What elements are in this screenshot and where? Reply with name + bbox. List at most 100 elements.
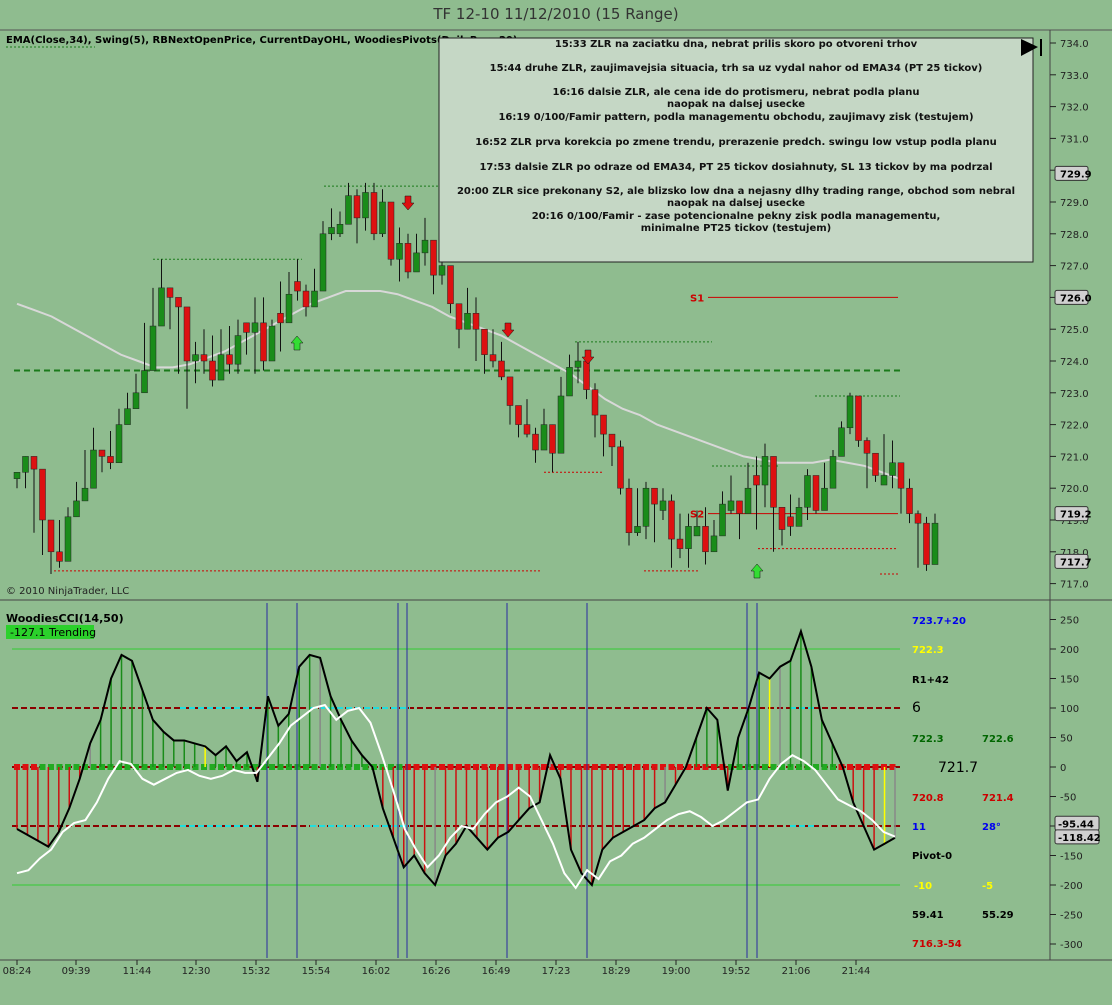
candle[interactable] <box>183 306 191 409</box>
candle[interactable] <box>906 478 913 524</box>
candle[interactable] <box>668 494 675 568</box>
candle[interactable] <box>693 510 701 537</box>
candle[interactable] <box>243 322 250 355</box>
candle[interactable] <box>736 500 743 540</box>
candle[interactable] <box>914 510 922 568</box>
candle[interactable] <box>30 456 38 533</box>
candle[interactable] <box>166 287 174 330</box>
candle[interactable] <box>634 488 641 536</box>
candle[interactable] <box>855 395 862 447</box>
candle[interactable] <box>404 233 412 279</box>
candle[interactable] <box>600 414 607 457</box>
candle[interactable] <box>872 452 879 482</box>
candle[interactable] <box>81 450 89 502</box>
candle[interactable] <box>226 326 233 374</box>
candle[interactable] <box>659 488 667 520</box>
candle[interactable] <box>353 189 361 244</box>
candle[interactable] <box>217 329 225 381</box>
candle[interactable] <box>107 430 114 470</box>
candle[interactable] <box>430 239 437 295</box>
candle[interactable] <box>880 434 888 486</box>
candle[interactable] <box>13 472 21 489</box>
candle[interactable] <box>608 433 616 466</box>
candle[interactable] <box>778 507 786 546</box>
candle[interactable] <box>489 329 497 368</box>
candle[interactable] <box>39 468 46 555</box>
candle[interactable] <box>285 271 293 324</box>
candle[interactable] <box>294 259 301 301</box>
candle[interactable] <box>268 319 276 362</box>
candle[interactable] <box>889 440 896 489</box>
candle[interactable] <box>370 182 378 241</box>
candle[interactable] <box>574 341 582 384</box>
candle[interactable] <box>821 462 828 511</box>
candle[interactable] <box>98 449 106 473</box>
candle[interactable] <box>761 443 769 508</box>
candle[interactable] <box>770 456 777 552</box>
candle[interactable] <box>73 481 80 518</box>
candle[interactable] <box>64 507 72 562</box>
candle[interactable] <box>141 322 148 394</box>
candle[interactable] <box>396 227 403 282</box>
candle[interactable] <box>455 303 463 349</box>
candle[interactable] <box>931 513 939 565</box>
candle[interactable] <box>566 354 573 397</box>
candle[interactable] <box>923 516 930 571</box>
candle[interactable] <box>192 341 199 384</box>
candle[interactable] <box>753 456 760 530</box>
candle[interactable] <box>498 341 505 381</box>
candle[interactable] <box>540 408 548 451</box>
candle[interactable] <box>897 462 905 514</box>
candle[interactable] <box>251 297 259 374</box>
candle[interactable] <box>863 437 871 489</box>
candle[interactable] <box>804 469 811 520</box>
candle[interactable] <box>447 265 454 314</box>
candle[interactable] <box>124 392 131 425</box>
notes-close-icon[interactable] <box>1021 39 1042 56</box>
candle[interactable] <box>702 507 709 565</box>
candle[interactable] <box>719 491 726 537</box>
candle[interactable] <box>362 182 369 231</box>
candle[interactable] <box>209 335 216 387</box>
candle[interactable] <box>319 221 327 292</box>
candle[interactable] <box>345 182 352 225</box>
candle[interactable] <box>158 259 165 327</box>
candle[interactable] <box>812 475 820 514</box>
candle[interactable] <box>651 487 658 543</box>
candle[interactable] <box>532 427 539 463</box>
candle[interactable] <box>175 297 182 374</box>
candle[interactable] <box>787 494 794 536</box>
candle[interactable] <box>277 281 284 352</box>
candle[interactable] <box>200 329 208 374</box>
candle[interactable] <box>838 421 845 457</box>
candle[interactable] <box>260 297 267 371</box>
candle[interactable] <box>846 392 854 435</box>
candle[interactable] <box>523 399 531 438</box>
candle[interactable] <box>557 376 565 454</box>
candle[interactable] <box>22 456 29 489</box>
candle[interactable] <box>379 189 386 237</box>
candle[interactable] <box>829 450 837 489</box>
candle[interactable] <box>302 284 310 317</box>
candle[interactable] <box>549 424 556 473</box>
candle[interactable] <box>676 513 684 559</box>
candle[interactable] <box>336 211 344 237</box>
candle[interactable] <box>744 462 752 514</box>
candle[interactable] <box>685 513 692 568</box>
candlestick-series[interactable] <box>13 182 939 575</box>
candle[interactable] <box>328 208 335 241</box>
candle[interactable] <box>727 475 735 514</box>
candle[interactable] <box>481 328 488 374</box>
candle[interactable] <box>132 373 140 409</box>
candle[interactable] <box>506 376 514 425</box>
candle[interactable] <box>47 519 55 575</box>
candle[interactable] <box>149 287 157 371</box>
candle[interactable] <box>234 319 242 374</box>
candle[interactable] <box>617 440 624 495</box>
candle[interactable] <box>56 520 63 568</box>
candle[interactable] <box>387 201 395 266</box>
candle[interactable] <box>795 497 803 527</box>
candle[interactable] <box>642 481 650 540</box>
candle[interactable] <box>115 408 123 464</box>
candle[interactable] <box>311 268 318 308</box>
